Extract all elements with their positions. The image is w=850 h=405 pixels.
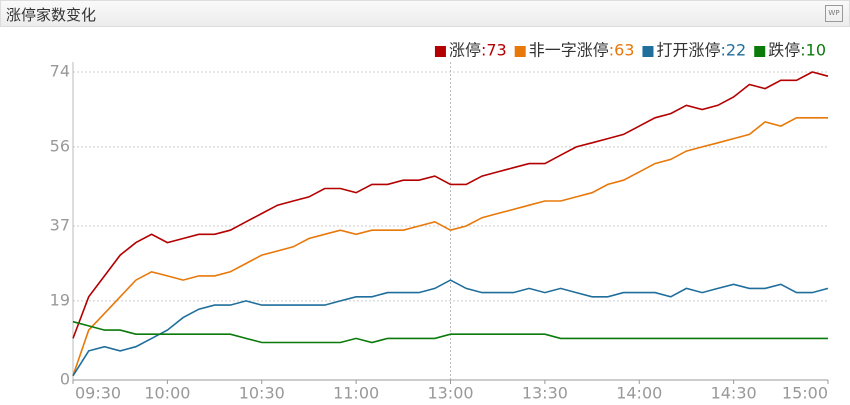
legend-value: :73 [481, 41, 507, 60]
y-tick-label: 74 [50, 62, 70, 81]
legend-swatch [642, 46, 654, 57]
x-tick-label: 13:00 [427, 384, 473, 403]
header: 涨停家数变化 WP [0, 0, 850, 27]
series-line [72, 71, 829, 339]
x-tick-label: 13:30 [522, 384, 568, 403]
legend-label: 跌停 [768, 41, 800, 60]
x-tick-label: 14:30 [711, 384, 757, 403]
y-tick-label: 0 [60, 370, 70, 389]
legend-label: 打开涨停 [656, 41, 720, 60]
x-tick-label: 11:00 [333, 384, 379, 403]
legend-swatch [434, 46, 446, 57]
legend-label: 非一字涨停 [529, 41, 609, 60]
legend-value: :63 [609, 41, 635, 60]
x-tick-label: 10:30 [239, 384, 285, 403]
series-line [72, 279, 829, 377]
y-tick-label: 56 [50, 136, 70, 155]
series-line [72, 117, 828, 377]
x-tick-label: 14:00 [616, 384, 662, 403]
y-tick-label: 37 [50, 216, 70, 235]
legend-value: :10 [800, 41, 826, 60]
x-tick-label: 10:00 [144, 384, 190, 403]
series-line [72, 320, 828, 344]
legend-value: :22 [720, 41, 746, 60]
x-tick-label: 09:30 [75, 384, 121, 403]
legend-swatch [754, 46, 766, 57]
legend-label: 涨停 [449, 41, 481, 60]
header-title: 涨停家数变化 [6, 6, 97, 24]
x-tick-label: 15:00 [782, 384, 828, 403]
chart: 0 19 37 56 74 09:30 10:00 10:30 11:00 13:00 13:30 1… [50, 41, 829, 403]
legend-swatch [514, 46, 526, 57]
header-icon[interactable]: WP [825, 5, 843, 22]
y-tick-label: 19 [50, 290, 70, 309]
